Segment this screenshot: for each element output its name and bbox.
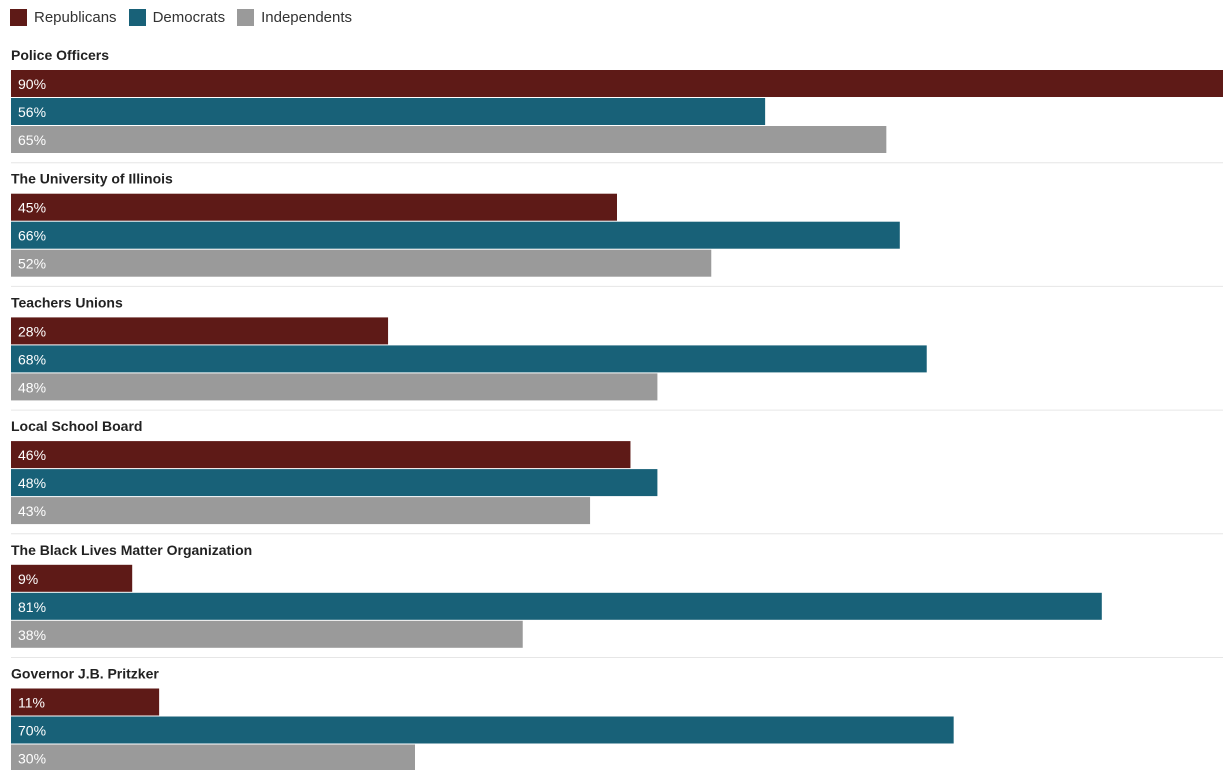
bar-democrats-teachers-unions [11,345,927,373]
bar-value-label: 81% [18,599,46,615]
bar-value-label: 48% [18,379,46,395]
bar-value-label: 30% [18,751,46,767]
category-label-the-black-lives-matter-organization: The Black Lives Matter Organization [11,542,252,558]
category-label-police-officers: Police Officers [11,47,109,63]
legend: Republicans Democrats Independents [10,7,364,27]
bar-republicans-the-university-of-illinois [11,193,617,221]
bar-independents-teachers-unions [11,373,658,401]
legend-item-independents: Independents [237,8,353,26]
category-label-the-university-of-illinois: The University of Illinois [11,171,173,187]
bar-independents-the-black-lives-matter-organization [11,620,523,648]
bar-independents-governor-j-b-pritzker [11,744,415,770]
bar-democrats-the-black-lives-matter-organization [11,592,1102,620]
bar-independents-local-school-board [11,497,591,525]
bar-value-label: 43% [18,503,46,519]
bar-value-label: 65% [18,132,46,148]
bar-democrats-local-school-board [11,469,658,497]
category-label-governor-j-b-pritzker: Governor J.B. Pritzker [11,666,159,682]
bar-republicans-local-school-board [11,441,631,469]
bar-value-label: 9% [18,571,38,587]
bar-value-label: 90% [18,76,46,92]
legend-swatch-republicans [10,8,27,26]
bar-value-label: 52% [18,256,46,272]
legend-item-democrats: Democrats [128,8,226,26]
bar-independents-police-officers [11,126,887,153]
bar-democrats-the-university-of-illinois [11,221,900,249]
bar-republicans-police-officers [11,70,1223,97]
bar-value-label: 38% [18,627,46,643]
bar-republicans-teachers-unions [11,317,389,345]
bar-democrats-police-officers [11,98,766,125]
bar-democrats-governor-j-b-pritzker [11,716,954,744]
bar-value-label: 68% [18,351,46,367]
bar-value-label: 28% [18,323,46,339]
bar-value-label: 46% [18,447,46,463]
bar-value-label: 66% [18,228,46,244]
bar-value-label: 48% [18,475,46,491]
bar-value-label: 70% [18,723,46,739]
legend-swatch-independents [237,8,255,26]
legend-label-independents: Independents [261,8,353,26]
legend-label-democrats: Democrats [152,8,226,26]
bar-republicans-governor-j-b-pritzker [11,688,160,716]
bar-value-label: 11% [18,695,45,711]
category-label-local-school-board: Local School Board [11,418,142,434]
bar-value-label: 56% [18,104,46,120]
category-label-teachers-unions: Teachers Unions [11,294,123,310]
legend-item-republicans: Republicans [10,8,117,26]
bar-value-label: 45% [18,200,46,216]
bar-independents-the-university-of-illinois [11,249,712,277]
legend-label-republicans: Republicans [34,8,117,26]
bar-republicans-the-black-lives-matter-organization [11,564,133,592]
legend-swatch-democrats [128,8,146,26]
